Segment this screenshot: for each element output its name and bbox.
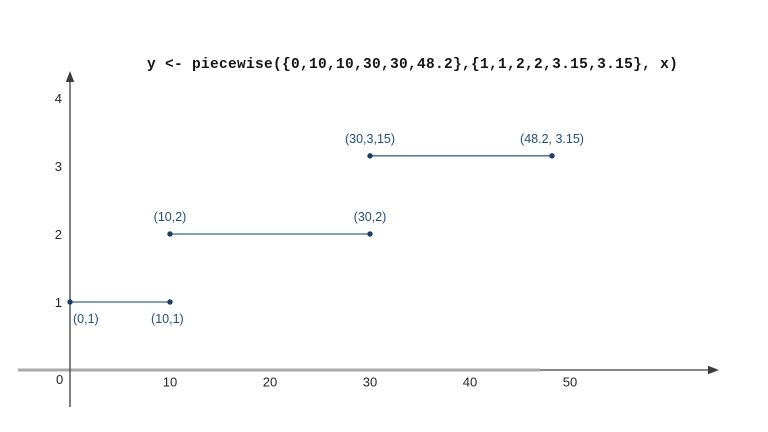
x-tick-label: 10 [162,374,178,390]
chart-title: y <- piecewise({0,10,10,30,30,48.2},{1,1… [147,57,679,73]
data-point-dot [367,153,373,159]
data-point-dot [549,153,555,159]
y-tick-label: 1 [54,295,62,311]
y-axis-arrow-icon [65,71,75,82]
point-label: (10,1) [151,312,184,326]
data-point-dot [67,299,73,305]
point-label: (48.2, 3.15) [520,131,584,146]
y-tick-label: 3 [54,159,62,175]
data-point-dot [167,299,173,305]
x-axis-arrow-icon [708,365,719,375]
point-label: (10,2) [153,210,187,224]
point-label: (30,2) [353,210,387,224]
point-label: (0,1) [73,312,99,326]
y-tick-label: 2 [54,227,62,243]
origin-label: 0 [56,372,64,387]
y-tick-label: 4 [54,91,62,107]
x-tick-label: 30 [362,374,378,390]
data-point-dot [367,231,373,237]
x-tick-label: 50 [562,374,578,390]
x-tick-label: 40 [462,374,478,390]
point-label: (30,3,15) [344,131,396,146]
data-point-dot [167,231,173,237]
x-tick-label: 20 [262,374,278,390]
